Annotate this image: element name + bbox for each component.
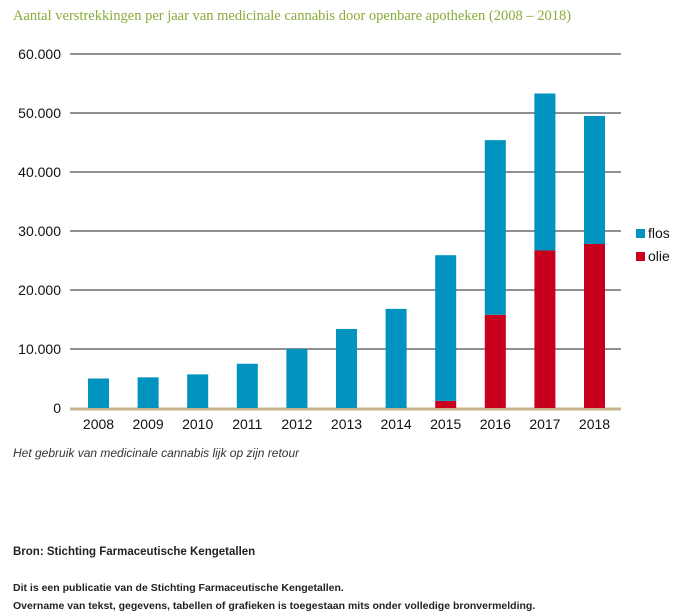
legend-swatch-flos: [636, 229, 645, 238]
legend-swatch-olie: [636, 252, 645, 261]
y-tick-label: 20.000: [18, 282, 61, 298]
y-tick-label: 40.000: [18, 164, 61, 180]
x-tick-label: 2008: [83, 416, 114, 432]
bar-flos-2016: [484, 140, 506, 315]
chart-title: Aantal verstrekkingen per jaar van medic…: [13, 8, 572, 24]
y-tick-label: 50.000: [18, 105, 61, 121]
publication-notice: Dit is een publicatie van de Stichting F…: [13, 582, 344, 594]
x-tick-label: 2018: [579, 416, 610, 432]
y-tick-label: 60.000: [18, 46, 61, 62]
x-tick-label: 2017: [529, 416, 560, 432]
bar-olie-2015: [435, 400, 457, 408]
bar-flos-2010: [187, 374, 209, 408]
bar-flos-2015: [435, 255, 457, 401]
x-tick-label: 2011: [232, 416, 262, 432]
x-tick-label: 2014: [381, 416, 412, 432]
x-tick-label: 2009: [133, 416, 164, 432]
bar-flos-2009: [137, 377, 159, 408]
legend: flos olie: [636, 225, 670, 264]
x-tick-label: 2016: [480, 416, 511, 432]
legend-label-flos: flos: [648, 225, 670, 241]
bar-olie-2016: [484, 314, 506, 408]
bar-flos-2013: [336, 328, 357, 408]
source-line: Bron: Stichting Farmaceutische Kengetall…: [13, 546, 256, 558]
bar-flos-2017: [534, 93, 556, 251]
stacked-bar-chart: 0 10.000 20.000 30.000 40.000 50.000 60.000 20…: [18, 46, 670, 432]
bar-olie-2017: [534, 250, 556, 408]
x-tick-label: 2013: [331, 416, 362, 432]
x-tick-label: 2012: [281, 416, 312, 432]
x-axis-tick-labels: 2008 2009 2010 2011 2012 2013 2014 2015 2016 2017…: [83, 416, 610, 432]
y-tick-label: 10.000: [18, 341, 61, 357]
legend-label-olie: olie: [648, 248, 670, 264]
y-tick-label: 0: [53, 400, 61, 416]
bar-flos-2008: [88, 378, 109, 408]
y-axis-tick-labels: 0 10.000 20.000 30.000 40.000 50.000 60.000: [18, 46, 61, 416]
copyright-notice: Overname van tekst, gegevens, tabellen o…: [13, 600, 536, 612]
bar-flos-2018: [584, 115, 605, 244]
bar-olie-2018: [584, 243, 605, 408]
x-tick-label: 2010: [182, 416, 213, 432]
bar-flos-2012: [286, 349, 308, 408]
bars: [88, 93, 605, 408]
x-tick-label: 2015: [430, 416, 461, 432]
y-tick-label: 30.000: [18, 223, 61, 239]
grid-lines: [70, 53, 621, 411]
chart-caption: Het gebruik van medicinale cannabis lijk…: [13, 446, 300, 460]
bar-flos-2014: [385, 308, 407, 408]
bar-flos-2011: [236, 363, 258, 408]
